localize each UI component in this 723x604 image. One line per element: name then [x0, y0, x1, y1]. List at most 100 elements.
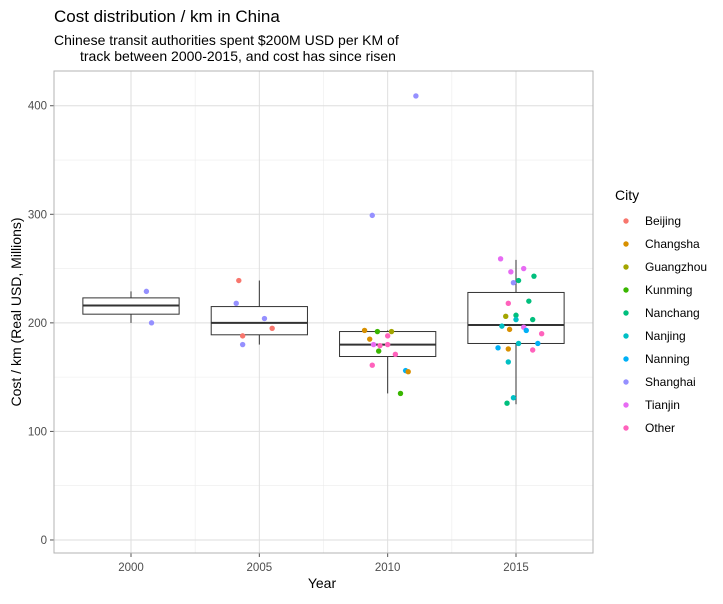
- data-point: [515, 340, 522, 347]
- data-point: [370, 341, 377, 348]
- boxplot-2010: [339, 330, 437, 394]
- data-point: [521, 265, 527, 272]
- data-point: [413, 93, 419, 99]
- legend-key: [623, 379, 629, 385]
- legend-entry: Other: [623, 421, 675, 435]
- data-point: [513, 316, 519, 323]
- point-layer: [143, 93, 545, 406]
- legend-entry: Shanghai: [623, 375, 696, 389]
- data-point: [504, 400, 510, 406]
- data-point: [261, 315, 268, 322]
- legend-entry: Tianjin: [623, 398, 680, 412]
- legend-entry: Kunming: [623, 283, 692, 297]
- data-point: [495, 345, 501, 351]
- data-point: [531, 273, 537, 279]
- chart-title: Cost distribution / km in China: [54, 7, 280, 26]
- data-point: [239, 341, 246, 348]
- data-point: [384, 341, 391, 348]
- data-point: [361, 327, 368, 334]
- data-point: [367, 336, 373, 342]
- data-point: [143, 288, 150, 295]
- legend-label: Changsha: [645, 237, 700, 251]
- data-point: [510, 395, 517, 401]
- data-point: [523, 327, 529, 334]
- data-point: [269, 325, 275, 331]
- legend-label: Shanghai: [645, 375, 696, 389]
- data-point: [384, 333, 391, 339]
- plot-panel-border: [53, 70, 594, 554]
- legend-label: Beijing: [645, 214, 681, 228]
- legend-key: [623, 218, 629, 224]
- data-point: [499, 323, 505, 329]
- legend-label: Tianjin: [645, 398, 680, 412]
- legend-entry: Nanchang: [623, 306, 700, 320]
- data-point: [369, 212, 375, 219]
- legend-label: Nanning: [645, 352, 690, 366]
- data-point: [392, 351, 399, 358]
- legend-key: [623, 241, 629, 247]
- data-point: [513, 312, 519, 318]
- x-axis-label: Year: [308, 575, 337, 591]
- chart-subtitle-line-1: Chinese transit authorities spent $200M …: [54, 32, 399, 48]
- box-layer: [82, 259, 565, 405]
- legend-entry: Nanjing: [623, 329, 686, 343]
- legend-key: [623, 310, 629, 316]
- box-iqr: [210, 306, 308, 336]
- legend-title: City: [615, 187, 639, 203]
- x-tick-label: 2000: [118, 562, 144, 574]
- legend-key: [623, 356, 629, 362]
- legend-key: [623, 287, 629, 293]
- boxplot-2015: [467, 259, 565, 405]
- y-tick-label: 200: [28, 318, 47, 330]
- data-point: [405, 369, 411, 375]
- data-point: [510, 279, 517, 286]
- data-point: [239, 333, 246, 339]
- data-point: [369, 362, 375, 368]
- legend-label: Nanjing: [645, 329, 686, 343]
- legend-entry: Changsha: [623, 237, 700, 251]
- y-tick-label: 400: [28, 101, 47, 113]
- data-point: [529, 347, 536, 353]
- data-point: [505, 300, 511, 307]
- legend-key: [623, 402, 629, 408]
- data-point: [506, 326, 513, 333]
- data-point: [233, 300, 239, 307]
- axis-layer: 0 100 200 300 400 2000 2005 2010 2015: [28, 70, 594, 574]
- legend-label: Kunming: [645, 283, 692, 297]
- data-point: [377, 342, 383, 349]
- y-axis-label: Cost / km (Real USD, Millions): [8, 217, 24, 406]
- data-point: [505, 359, 511, 365]
- data-point: [535, 340, 541, 347]
- data-point: [388, 328, 395, 335]
- data-point: [529, 316, 536, 323]
- boxplot-2000: [82, 291, 180, 323]
- legend-label: Other: [645, 421, 675, 435]
- x-tick-label: 2005: [247, 562, 273, 574]
- data-point: [148, 320, 155, 326]
- data-point: [508, 269, 514, 275]
- legend-entries: Beijing Changsha Guangzhou Kunming Nanchang N…: [623, 214, 707, 435]
- legend-entry: Beijing: [623, 214, 681, 228]
- legend: City Beijing Changsha Guangzhou Kunming Nanc…: [615, 187, 707, 435]
- chart-subtitle-line-2: track between 2000-2015, and cost has si…: [80, 48, 396, 64]
- x-tick-label: 2010: [375, 562, 401, 574]
- x-tick-label: 2015: [503, 562, 529, 574]
- data-point: [526, 298, 532, 304]
- data-point: [515, 277, 522, 284]
- y-tick-label: 100: [28, 426, 47, 438]
- legend-key: [623, 264, 629, 270]
- data-point: [538, 331, 545, 337]
- legend-label: Nanchang: [645, 306, 700, 320]
- y-tick-label: 0: [41, 535, 47, 547]
- legend-label: Guangzhou: [645, 260, 707, 274]
- legend-entry: Nanning: [623, 352, 690, 366]
- data-point: [497, 256, 504, 262]
- data-point: [397, 390, 404, 397]
- data-point: [503, 313, 509, 320]
- data-point: [375, 348, 382, 354]
- legend-key: [623, 333, 629, 339]
- data-point: [374, 328, 381, 335]
- legend-key: [623, 425, 629, 431]
